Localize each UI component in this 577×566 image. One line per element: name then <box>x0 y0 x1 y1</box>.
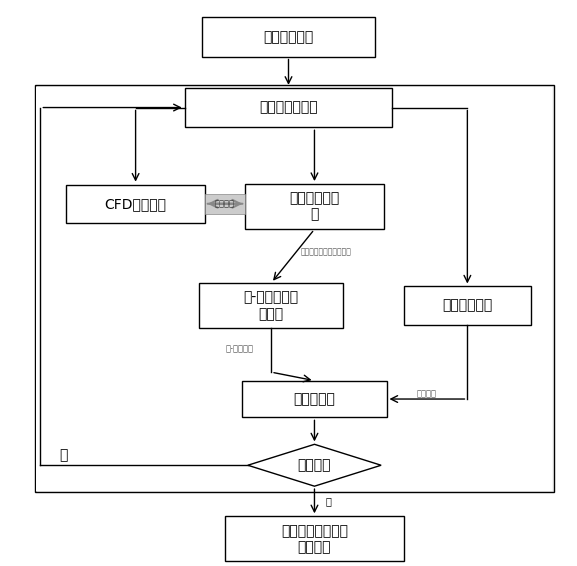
Text: CFD分析模型: CFD分析模型 <box>104 197 167 211</box>
Text: 是: 是 <box>326 496 332 506</box>
Text: 耦合迭代: 耦合迭代 <box>215 199 235 208</box>
Text: 满足要求的低转动
惯量涡轮: 满足要求的低转动 惯量涡轮 <box>281 524 348 554</box>
FancyBboxPatch shape <box>225 516 404 561</box>
Text: 热-机械应力分
析模型: 热-机械应力分 析模型 <box>243 290 299 321</box>
Text: 设计要求: 设计要求 <box>298 458 331 472</box>
FancyBboxPatch shape <box>404 286 531 325</box>
Text: 热-机械应力: 热-机械应力 <box>226 344 253 353</box>
Text: 加载温度载荷和离心载荷: 加载温度载荷和离心载荷 <box>301 247 351 256</box>
FancyBboxPatch shape <box>205 194 245 214</box>
Text: 否: 否 <box>59 448 68 462</box>
Text: 模态应力: 模态应力 <box>417 389 437 398</box>
FancyBboxPatch shape <box>185 88 392 127</box>
FancyBboxPatch shape <box>35 85 554 492</box>
FancyBboxPatch shape <box>66 185 205 223</box>
Polygon shape <box>248 444 381 486</box>
Text: 温度场分析模
型: 温度场分析模 型 <box>289 191 340 222</box>
Text: 归一化叠加: 归一化叠加 <box>294 392 335 406</box>
Text: 低转动惯量涡轮: 低转动惯量涡轮 <box>259 101 318 114</box>
FancyBboxPatch shape <box>36 87 552 491</box>
Text: 模态分析模型: 模态分析模型 <box>442 299 493 312</box>
Text: 原型全盘涡轮: 原型全盘涡轮 <box>263 30 314 44</box>
FancyBboxPatch shape <box>199 283 343 328</box>
FancyBboxPatch shape <box>242 381 387 418</box>
FancyBboxPatch shape <box>202 17 375 57</box>
FancyBboxPatch shape <box>245 184 384 229</box>
